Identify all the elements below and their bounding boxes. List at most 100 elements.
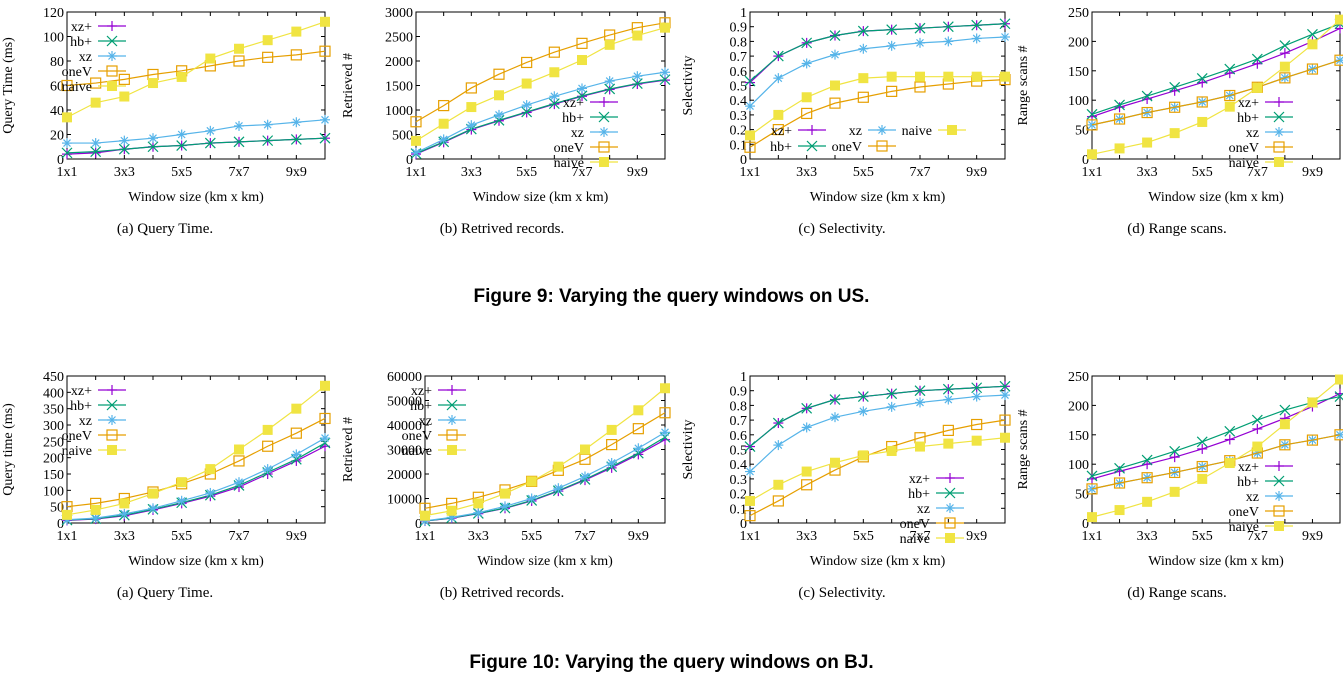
series-line (1091, 27, 1341, 118)
series-line (1091, 393, 1341, 480)
data-point (659, 407, 671, 419)
legend-item: xz (917, 502, 964, 517)
data-point (1335, 14, 1343, 25)
y-tick-label: 0.1 (730, 502, 748, 517)
data-point (633, 405, 644, 416)
series-line (415, 79, 666, 155)
series-line (749, 79, 1006, 148)
data-point (233, 455, 245, 467)
y-tick-label: 1 (740, 6, 747, 21)
series-line (749, 385, 1006, 448)
legend-label: oneV (832, 140, 862, 155)
data-point (411, 135, 421, 146)
data-point (1169, 81, 1181, 93)
data-point (1169, 101, 1181, 113)
data-point (438, 118, 449, 129)
x-tick-label: 7x7 (910, 529, 931, 544)
data-point (1087, 149, 1097, 160)
y-tick-label: 1000 (385, 104, 413, 119)
data-point (1196, 460, 1208, 473)
y-tick-label: 150 (1068, 65, 1089, 80)
data-point (1114, 462, 1125, 474)
legend-marker (1274, 521, 1284, 531)
data-point (1114, 143, 1125, 154)
data-point (1334, 54, 1343, 66)
legend-marker (945, 503, 955, 513)
x-tick-label: 5x5 (853, 165, 874, 180)
legend-label: oneV (402, 429, 432, 444)
data-point (1086, 470, 1098, 482)
data-point (148, 78, 158, 89)
legend-item: hb+ (70, 35, 126, 50)
data-point (320, 114, 330, 125)
data-point (410, 116, 422, 128)
data-point (1197, 443, 1208, 454)
y-axis-label: Query time (ms) (1, 403, 16, 496)
legend-marker (598, 141, 610, 153)
x-tick-label: 3x3 (1137, 165, 1158, 180)
series-line (66, 437, 326, 521)
y-tick-label: 10000 (387, 493, 422, 508)
x-tick-label: 9x9 (628, 529, 649, 544)
data-point (1197, 473, 1208, 484)
series-line (424, 431, 666, 522)
y-tick-label: 20 (50, 129, 64, 144)
legend-label: xz (79, 414, 92, 429)
series-line (749, 23, 1006, 82)
data-point (801, 107, 813, 120)
data-point (745, 130, 755, 141)
data-point (1169, 445, 1181, 457)
series-xz+ (62, 441, 330, 526)
data-point (61, 79, 73, 92)
legend-marker (599, 97, 609, 107)
legend-marker (599, 157, 609, 167)
data-point (62, 138, 72, 149)
data-point (1169, 466, 1181, 479)
y-axis-label: Retrieved # (341, 417, 356, 482)
data-point (1252, 423, 1263, 434)
x-tick-label: 5x5 (171, 529, 192, 544)
y-tick-label: 0.1 (730, 138, 748, 153)
legend-label: naive (1229, 520, 1259, 535)
data-point (1224, 425, 1236, 437)
data-point (1224, 458, 1235, 469)
data-point (320, 16, 330, 27)
legend-marker (447, 445, 457, 455)
y-axis-label: Selectivity (681, 56, 696, 116)
legend-item: xz (79, 50, 126, 65)
y-tick-label: 350 (43, 403, 64, 418)
data-point (234, 444, 244, 455)
x-axis-label: Window size (km x km) (1148, 190, 1284, 205)
data-point (772, 50, 784, 62)
legend-label: oneV (1229, 505, 1259, 520)
legend-marker (876, 140, 888, 152)
legend-label: xz (79, 50, 92, 65)
y-axis-label: Retrieved # (341, 53, 356, 118)
series-xz (420, 427, 670, 526)
data-point (830, 80, 840, 91)
series-line (66, 385, 326, 516)
legend-label: xz+ (1238, 460, 1259, 475)
data-point (90, 138, 101, 149)
y-tick-label: 0.7 (730, 50, 748, 65)
legend-item: xz (79, 414, 126, 429)
y-tick-label: 50 (1075, 124, 1089, 139)
legend-item: hb+ (1237, 111, 1293, 126)
y-tick-label: 60000 (387, 370, 422, 385)
data-point (262, 424, 273, 435)
y-tick-label: 0.8 (730, 399, 748, 414)
series-line (66, 137, 326, 154)
data-point (1279, 72, 1291, 84)
data-point (319, 412, 331, 425)
subcaption-bj-c: (c) Selectivity. (798, 585, 886, 601)
legend-item: xz (1246, 490, 1293, 505)
series-naive (745, 432, 1010, 506)
data-point (90, 77, 102, 89)
data-point (1169, 128, 1180, 139)
y-tick-label: 0.5 (730, 80, 748, 95)
data-point (999, 414, 1011, 426)
data-point (745, 466, 755, 477)
series-hb+ (1086, 391, 1343, 482)
y-tick-label: 0 (406, 153, 413, 168)
